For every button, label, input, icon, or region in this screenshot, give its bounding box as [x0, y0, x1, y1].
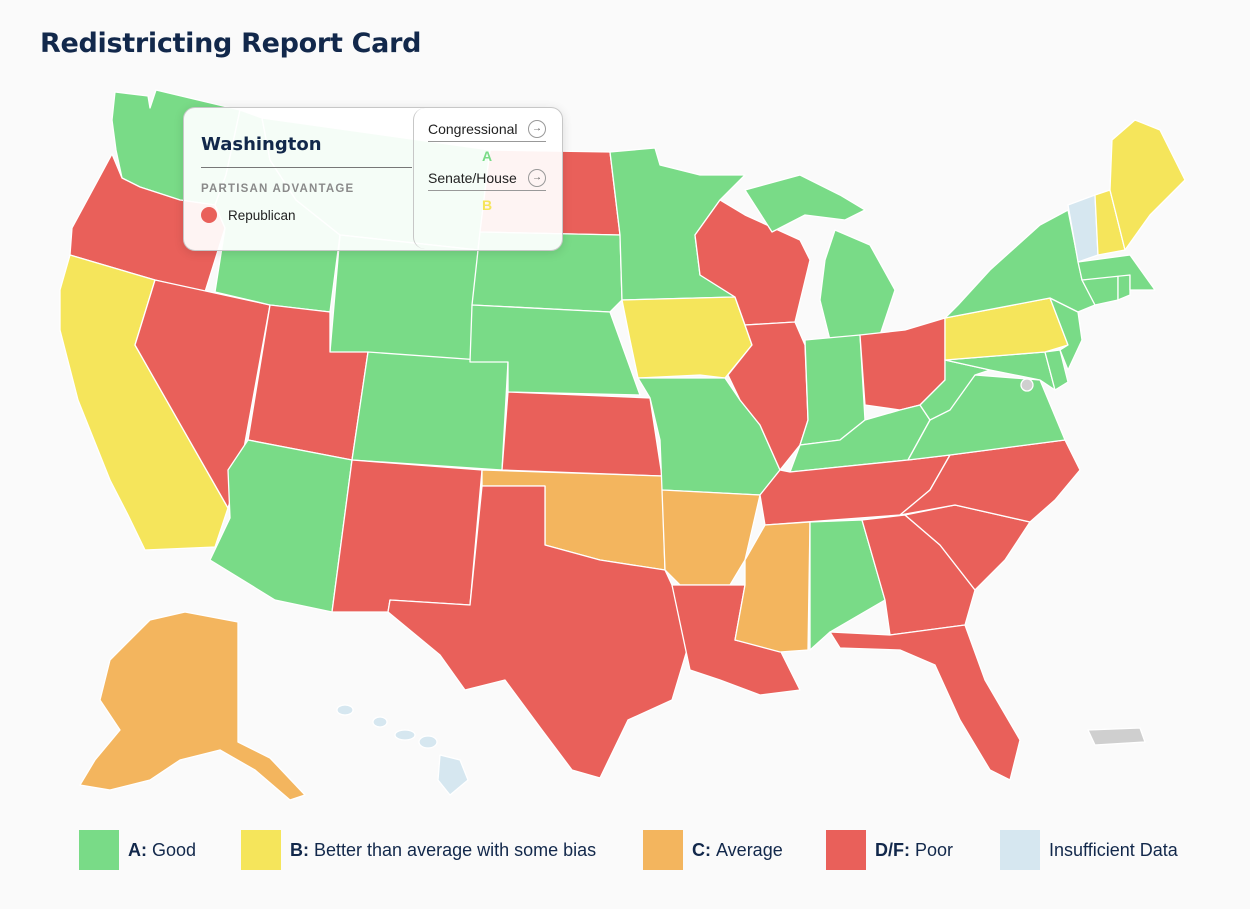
- state-oregon[interactable]: [69, 153, 226, 293]
- legend-label: Better than average with some bias: [314, 839, 597, 860]
- legend-label: Poor: [915, 839, 954, 860]
- state-puertorico[interactable]: [1087, 727, 1146, 746]
- senate-house-row[interactable]: Senate/House → B: [428, 169, 546, 213]
- state-alaska[interactable]: [79, 611, 306, 801]
- senate-house-label: Senate/House: [428, 170, 517, 186]
- senate-house-grade: B: [481, 197, 493, 213]
- legend-label: Average: [716, 839, 783, 860]
- state-southdakota[interactable]: [471, 231, 623, 313]
- tooltip-state-name: Washington: [201, 122, 412, 168]
- state-wyoming[interactable]: [329, 234, 479, 363]
- state-northcarolina[interactable]: [899, 439, 1081, 523]
- legend-label: Insufficient Data: [1049, 839, 1178, 860]
- congressional-grade: A: [481, 148, 493, 164]
- congressional-label: Congressional: [428, 121, 518, 137]
- state-hawaii[interactable]: [336, 704, 469, 796]
- state-florida[interactable]: [829, 624, 1021, 781]
- legend-swatch: [1000, 830, 1040, 870]
- state-maine[interactable]: [1109, 119, 1186, 251]
- legend-item-c: C: Average: [643, 829, 783, 871]
- state-rhodeisland[interactable]: [1117, 274, 1131, 301]
- party-dot: [201, 207, 217, 223]
- legend-item-a: A: Good: [79, 829, 196, 871]
- state-tooltip: Washington PARTISAN ADVANTAGE Republican…: [183, 107, 563, 251]
- legend-grade: B:: [290, 839, 309, 860]
- tooltip-section-label: PARTISAN ADVANTAGE: [201, 183, 355, 195]
- state-alabama[interactable]: [809, 519, 886, 651]
- tooltip-grades: Congressional → A Senate/House → B: [413, 108, 562, 249]
- tooltip-party: Republican: [201, 207, 412, 223]
- state-colorado[interactable]: [351, 351, 509, 471]
- state-kansas[interactable]: [501, 391, 663, 477]
- state-massachusetts[interactable]: [1077, 254, 1156, 291]
- arrow-right-icon[interactable]: →: [528, 120, 546, 138]
- legend-swatch: [241, 830, 281, 870]
- state-dc[interactable]: [1020, 378, 1034, 392]
- legend-swatch: [79, 830, 119, 870]
- state-newmexico[interactable]: [331, 459, 483, 613]
- legend-grade: D/F:: [875, 839, 910, 860]
- legend-item-df: D/F: Poor: [826, 829, 953, 871]
- legend-item-insufficient: Insufficient Data: [1000, 829, 1178, 871]
- legend-label: Good: [152, 839, 197, 860]
- legend-grade: C:: [692, 839, 711, 860]
- page-title: Redistricting Report Card: [40, 28, 422, 59]
- legend: A: Good B: Better than average with some b…: [0, 829, 1250, 871]
- state-delaware[interactable]: [1044, 349, 1069, 391]
- legend-grade: A:: [128, 839, 147, 860]
- legend-swatch: [643, 830, 683, 870]
- legend-swatch: [826, 830, 866, 870]
- legend-item-b: B: Better than average with some bias: [241, 829, 596, 871]
- state-westvirginia[interactable]: [919, 359, 991, 421]
- state-texas[interactable]: [387, 485, 691, 779]
- state-arizona[interactable]: [209, 439, 353, 613]
- state-wisconsin[interactable]: [694, 199, 811, 326]
- state-iowa[interactable]: [621, 296, 753, 379]
- arrow-right-icon[interactable]: →: [528, 169, 546, 187]
- tooltip-party-label: Republican: [228, 207, 296, 223]
- congressional-row[interactable]: Congressional → A: [428, 120, 546, 164]
